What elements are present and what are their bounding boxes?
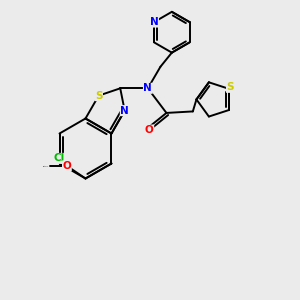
Text: methoxy: methoxy <box>44 165 50 166</box>
Text: N: N <box>143 83 152 93</box>
Text: Cl: Cl <box>54 153 65 164</box>
Text: O: O <box>62 161 71 171</box>
Text: S: S <box>226 82 234 92</box>
Text: S: S <box>95 91 103 100</box>
Text: O: O <box>145 125 154 135</box>
Text: N: N <box>150 17 158 27</box>
Text: N: N <box>120 106 129 116</box>
